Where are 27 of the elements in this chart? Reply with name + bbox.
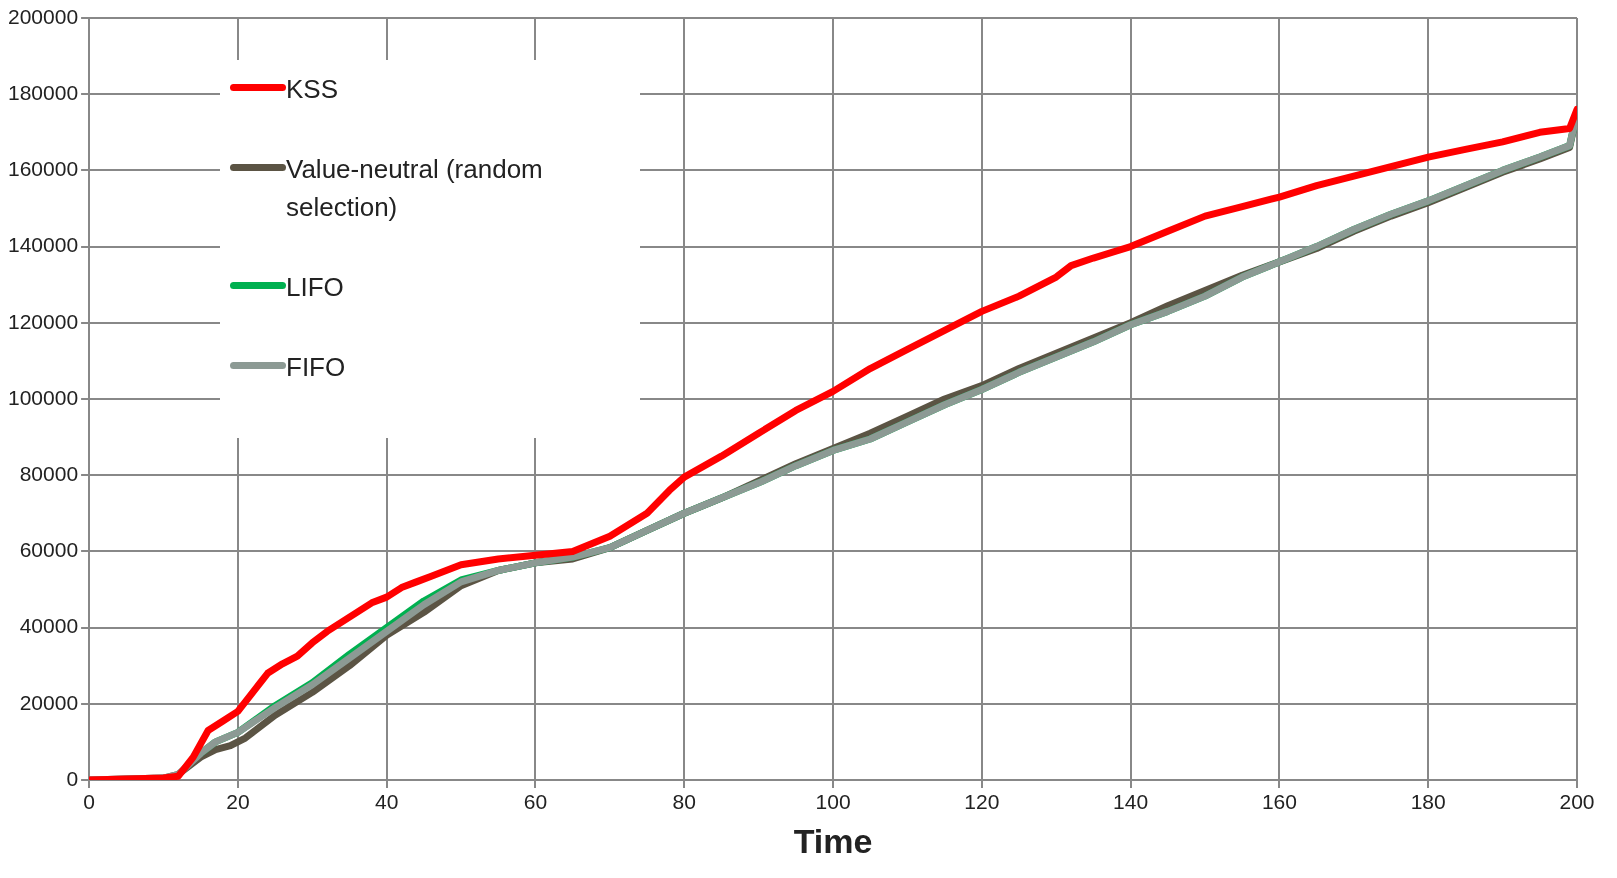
x-tick-label: 100 xyxy=(815,790,851,814)
legend-label: LIFO xyxy=(286,271,344,304)
x-tick-label: 120 xyxy=(964,790,1000,814)
y-tick-label: 0 xyxy=(66,766,79,790)
x-tick-label: 200 xyxy=(1559,790,1595,814)
y-tick-label: 120000 xyxy=(8,309,79,333)
x-tick-label: 60 xyxy=(523,790,548,814)
y-tick-label: 180000 xyxy=(8,81,79,104)
y-tick-label: 80000 xyxy=(19,462,79,485)
x-tick-label: 0 xyxy=(83,790,95,814)
x-tick-label: 80 xyxy=(672,790,696,814)
y-tick-label: 160000 xyxy=(8,157,79,181)
x-tick-label: 160 xyxy=(1261,790,1297,814)
x-tick-label: 140 xyxy=(1113,790,1149,814)
x-axis-title: Time xyxy=(793,821,873,860)
x-tick-label: 40 xyxy=(374,790,399,814)
y-tick-label: 140000 xyxy=(8,233,79,257)
legend-label: Value-neutral (random selection) xyxy=(286,153,544,224)
y-tick-label: 60000 xyxy=(19,538,79,562)
legend-label: FIFO xyxy=(286,351,346,384)
legend-label: KSS xyxy=(286,73,339,106)
y-tick-label: 200000 xyxy=(8,4,79,28)
y-tick-label: 40000 xyxy=(19,614,79,638)
y-tick-label: 100000 xyxy=(8,385,79,409)
x-tick-label: 180 xyxy=(1410,790,1446,814)
y-tick-label: 20000 xyxy=(19,690,79,714)
x-tick-label: 20 xyxy=(226,790,250,814)
